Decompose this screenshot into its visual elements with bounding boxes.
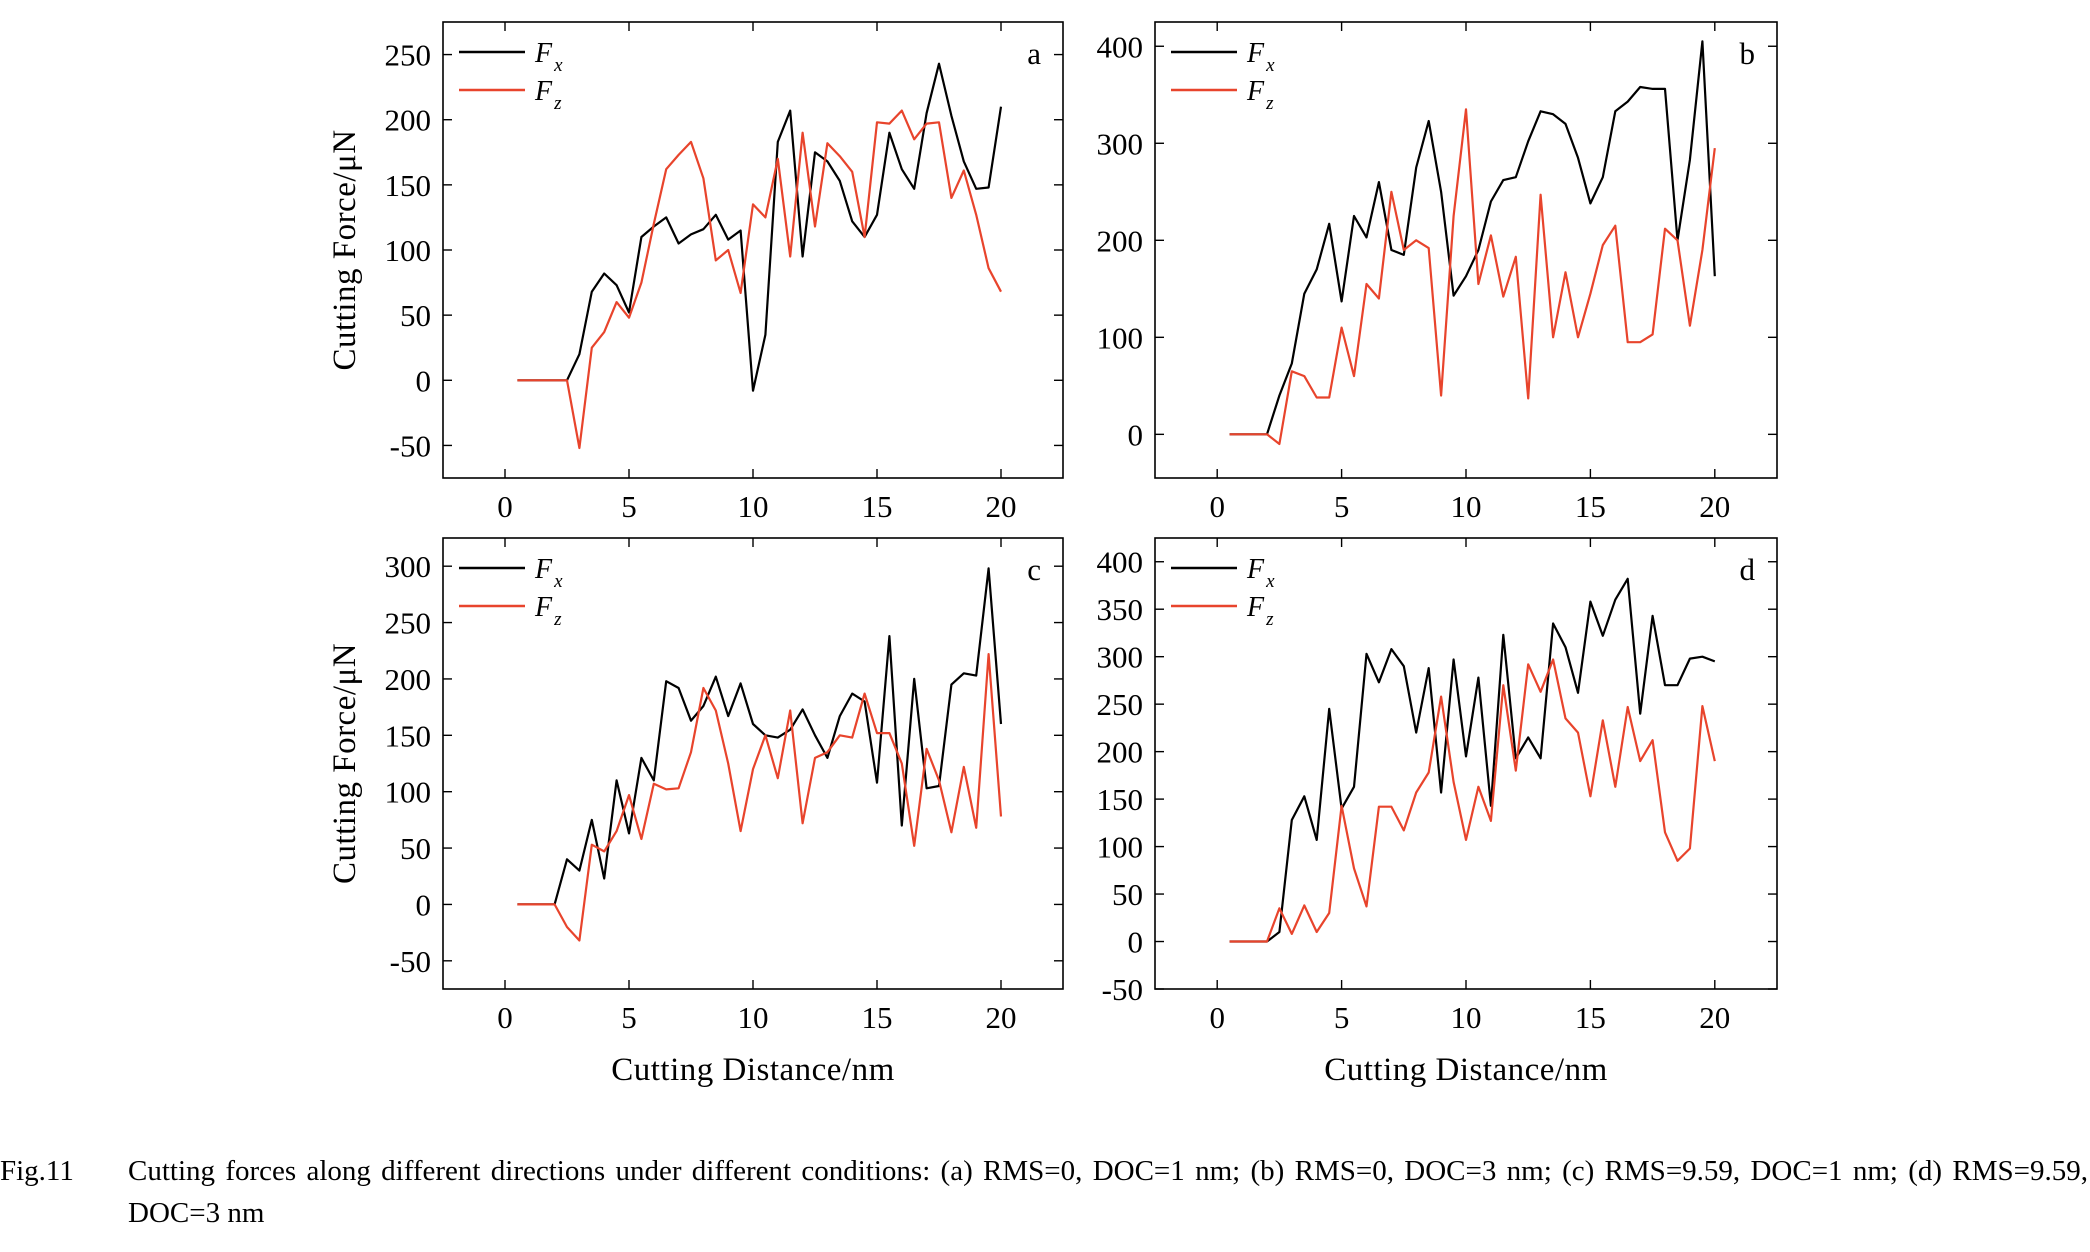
caption-text: Cutting forces along different direction… [128,1155,2088,1229]
y-tick-label: 100 [385,233,432,268]
y-tick-label: 50 [400,298,431,333]
x-tick-label: 20 [1699,489,1730,524]
y-tick-label: 50 [1112,877,1143,912]
x-tick-label: 15 [1575,1000,1606,1035]
series-line-fz [1229,658,1716,943]
x-tick-label: 15 [1575,489,1606,524]
x-tick-label: 20 [986,1000,1017,1035]
y-tick-label: 0 [416,887,432,922]
series-line-fx [517,62,1003,392]
y-tick-label: 200 [385,103,432,138]
panel-letter: c [1027,552,1041,587]
y-tick-label: 100 [1097,320,1144,355]
x-tick-label: 15 [862,1000,893,1035]
y-tick-label: 300 [385,549,432,584]
y-tick-label: -50 [390,944,431,979]
y-tick-label: 150 [1097,782,1144,817]
x-axis-title: Cutting Distance/nm [1324,1052,1608,1088]
series-line-fz [517,109,1002,450]
x-tick-label: 0 [1209,489,1225,524]
y-tick-label: 300 [1097,640,1144,675]
x-axis-title: Cutting Distance/nm [611,1052,895,1088]
y-tick-label: -50 [390,428,431,463]
series-line-fx [1229,40,1716,436]
y-tick-label: 250 [385,606,432,641]
x-tick-label: 0 [497,489,513,524]
panel-letter: a [1027,36,1041,71]
x-tick-label: 20 [1699,1000,1730,1035]
chart-panel-d: 0 5 10 15 20 -50 0 50 100 150 200 250 300 350 400 Cutti… [1097,537,1778,1088]
chart-panel-c: 0 5 10 15 20 -50 0 50 100 150 200 250 300 Cutting For… [327,537,1064,1088]
y-tick-label: 150 [385,168,432,203]
x-tick-label: 5 [621,489,637,524]
x-tick-label: 10 [1451,1000,1482,1035]
x-tick-label: 5 [1334,489,1350,524]
y-axis-title: Cutting Force/μN [327,643,363,884]
panel-letter: b [1740,36,1756,71]
x-tick-label: 10 [1451,489,1482,524]
series-line-fz [1229,108,1716,446]
x-tick-label: 10 [738,489,769,524]
legend-subscript: x [553,55,563,76]
y-tick-label: 50 [400,831,431,866]
y-tick-label: 400 [1097,545,1144,580]
x-tick-label: 15 [862,489,893,524]
y-tick-label: 0 [416,363,432,398]
legend-subscript: x [1265,571,1275,592]
legend-subscript: z [1265,609,1274,630]
y-tick-label: 250 [385,38,432,73]
x-tick-label: 5 [1334,1000,1350,1035]
chart-panel-a: 0 5 10 15 20 -50 0 50 100 150 200 250 Cutting Force/… [327,21,1064,524]
y-tick-label: 400 [1097,29,1144,64]
y-axis-title: Cutting Force/μN [327,129,363,370]
x-tick-label: 10 [738,1000,769,1035]
y-tick-label: 200 [1097,735,1144,770]
legend-subscript: x [553,571,563,592]
x-tick-label: 20 [986,489,1017,524]
caption-number: Fig.11 [0,1155,74,1187]
y-tick-label: 150 [385,718,432,753]
x-tick-label: 0 [1209,1000,1225,1035]
legend-subscript: z [553,609,562,630]
y-tick-label: 250 [1097,687,1144,722]
y-tick-label: -50 [1102,972,1143,1007]
legend-subscript: z [553,93,562,114]
y-tick-label: 200 [385,662,432,697]
legend-subscript: x [1265,55,1275,76]
panel-letter: d [1740,552,1756,587]
y-tick-label: 350 [1097,592,1144,627]
series-line-fz [517,652,1003,942]
series-line-fx [1229,577,1716,943]
y-tick-label: 300 [1097,126,1144,161]
x-tick-label: 0 [497,1000,513,1035]
x-tick-label: 5 [621,1000,637,1035]
y-tick-label: 200 [1097,223,1144,258]
y-tick-label: 100 [1097,830,1144,865]
y-tick-label: 0 [1128,417,1144,452]
y-tick-label: 0 [1128,925,1144,960]
legend-subscript: z [1265,93,1274,114]
y-tick-label: 100 [385,775,432,810]
